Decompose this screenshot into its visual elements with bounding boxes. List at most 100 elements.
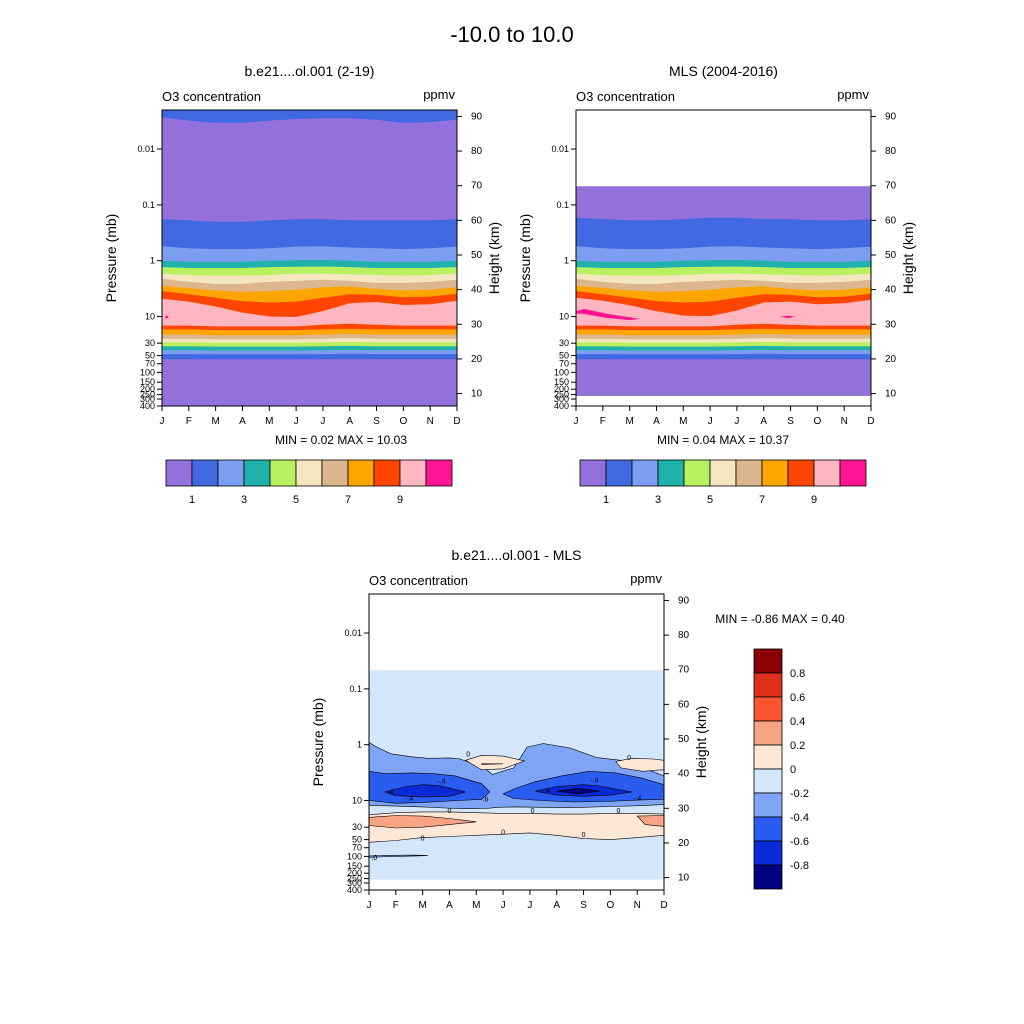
colorbar-label: 9 xyxy=(811,494,817,506)
height-axis-label: Height (km) xyxy=(693,706,709,778)
y-tick-label: 1 xyxy=(564,256,569,266)
y-axis-label: Pressure (mb) xyxy=(103,214,119,303)
height-tick-label: 40 xyxy=(678,769,690,780)
y-tick-label: 200 xyxy=(347,868,362,878)
contour-label: 0 xyxy=(582,832,586,839)
colorbar-box xyxy=(787,459,815,487)
contour-region xyxy=(636,815,664,827)
x-tick-label: J xyxy=(160,416,165,427)
x-tick-label: N xyxy=(427,416,434,427)
colorbar-box xyxy=(321,459,349,487)
y-tick-label: 70 xyxy=(352,843,362,853)
x-tick-label: J xyxy=(734,416,739,427)
x-tick-label: J xyxy=(527,900,532,911)
colorbar-box xyxy=(813,459,841,487)
x-tick-label: J xyxy=(294,416,299,427)
height-tick-label: 90 xyxy=(471,111,483,122)
panel-title: b.e21....ol.001 (2-19) xyxy=(245,63,375,79)
y-tick-label: 10 xyxy=(145,312,155,322)
height-tick-label: 90 xyxy=(678,595,690,606)
height-tick-label: 80 xyxy=(678,630,690,641)
colorbar-box xyxy=(753,696,783,722)
colorbar-label: 5 xyxy=(707,494,713,506)
contour-label: -.4 xyxy=(542,788,550,795)
contour-region xyxy=(481,763,504,765)
y-tick-label: 50 xyxy=(145,351,155,361)
y-tick-label: 300 xyxy=(347,878,362,888)
contour-region xyxy=(615,757,664,772)
height-tick-label: 20 xyxy=(885,354,897,365)
y-axis-label: Pressure (mb) xyxy=(310,698,326,787)
contour-label: -.4 xyxy=(405,796,413,803)
x-tick-label: O xyxy=(813,416,821,427)
colorbar-label: -0.2 xyxy=(790,788,809,800)
y-tick-label: 150 xyxy=(554,377,569,387)
y-tick-label: 0.1 xyxy=(556,200,569,210)
height-tick-label: 90 xyxy=(885,111,897,122)
height-tick-label: 30 xyxy=(678,803,690,814)
colorbar-box xyxy=(753,816,783,842)
height-tick-label: 10 xyxy=(678,873,690,884)
colorbar-box xyxy=(753,840,783,866)
panel-left-label: O3 concentration xyxy=(576,89,675,104)
panel-diff: 0 0 -.4 -.4 .4 -.6 -.4 -.4 -.4 0 0 0 0 0 0 .0 b.e21....o… xyxy=(310,547,845,911)
y-tick-label: 300 xyxy=(140,394,155,404)
plot-frame xyxy=(161,109,458,407)
colorbar-box xyxy=(753,672,783,698)
plot-field xyxy=(576,186,871,396)
colorbar-box xyxy=(373,459,401,487)
min-max-stats: MIN = 0.04 MAX = 10.37 xyxy=(657,433,789,447)
colorbar-box xyxy=(753,648,783,674)
colorbar-box xyxy=(753,792,783,818)
x-tick-label: N xyxy=(634,900,641,911)
x-tick-label: J xyxy=(574,416,579,427)
x-tick-label: A xyxy=(553,900,560,911)
x-tick-label: J xyxy=(367,900,372,911)
x-tick-label: J xyxy=(320,416,325,427)
colorbar-box xyxy=(269,459,297,487)
colorbar-label: 0.2 xyxy=(790,740,805,752)
x-tick-label: F xyxy=(600,416,606,427)
y-tick-label: 50 xyxy=(559,351,569,361)
y-tick-label: 300 xyxy=(554,394,569,404)
height-tick-label: 60 xyxy=(471,215,483,226)
x-tick-label: M xyxy=(211,416,219,427)
x-tick-label: M xyxy=(418,900,426,911)
height-axis-label: Height (km) xyxy=(900,222,916,294)
x-tick-label: A xyxy=(346,416,353,427)
x-tick-label: M xyxy=(472,900,480,911)
x-tick-label: O xyxy=(399,416,407,427)
contour-label: 0 xyxy=(448,808,452,815)
contour-label: -.6 xyxy=(480,796,488,803)
height-tick-label: 20 xyxy=(471,354,483,365)
min-max-stats: MIN = 0.02 MAX = 10.03 xyxy=(275,433,407,447)
height-tick-label: 50 xyxy=(471,250,483,261)
y-tick-label: 0.01 xyxy=(137,144,155,154)
contour-region xyxy=(779,315,796,318)
colorbar-label: 0 xyxy=(790,764,796,776)
colorbar-box xyxy=(425,459,453,487)
contour-label: 0 xyxy=(616,808,620,815)
contour-region xyxy=(164,315,169,319)
contour-region xyxy=(556,787,600,795)
colorbar-box xyxy=(657,459,685,487)
contour-region xyxy=(576,308,641,321)
height-tick-label: 10 xyxy=(471,389,483,400)
y-tick-label: 30 xyxy=(145,338,155,348)
panel-right-label: ppmv xyxy=(423,87,455,102)
x-tick-label: J xyxy=(501,900,506,911)
colorbar-box xyxy=(579,459,607,487)
panel-model: b.e21....ol.001 (2-19) O3 concentration pp… xyxy=(103,63,502,506)
contour-label: -.4 xyxy=(590,778,598,785)
y-tick-label: 0.01 xyxy=(551,144,569,154)
y-tick-label: 400 xyxy=(140,401,155,411)
contour-region xyxy=(369,815,477,829)
colorbar-box xyxy=(683,459,711,487)
plot-field: 0 0 -.4 -.4 .4 -.6 -.4 -.4 -.4 0 0 0 0 0 0 .0 xyxy=(369,670,664,880)
colorbar-box xyxy=(839,459,867,487)
contour-region xyxy=(384,784,466,798)
contour-label: 0 xyxy=(466,752,470,759)
contour-label: .4 xyxy=(388,789,394,796)
x-tick-label: S xyxy=(373,416,380,427)
y-tick-label: 100 xyxy=(554,367,569,377)
